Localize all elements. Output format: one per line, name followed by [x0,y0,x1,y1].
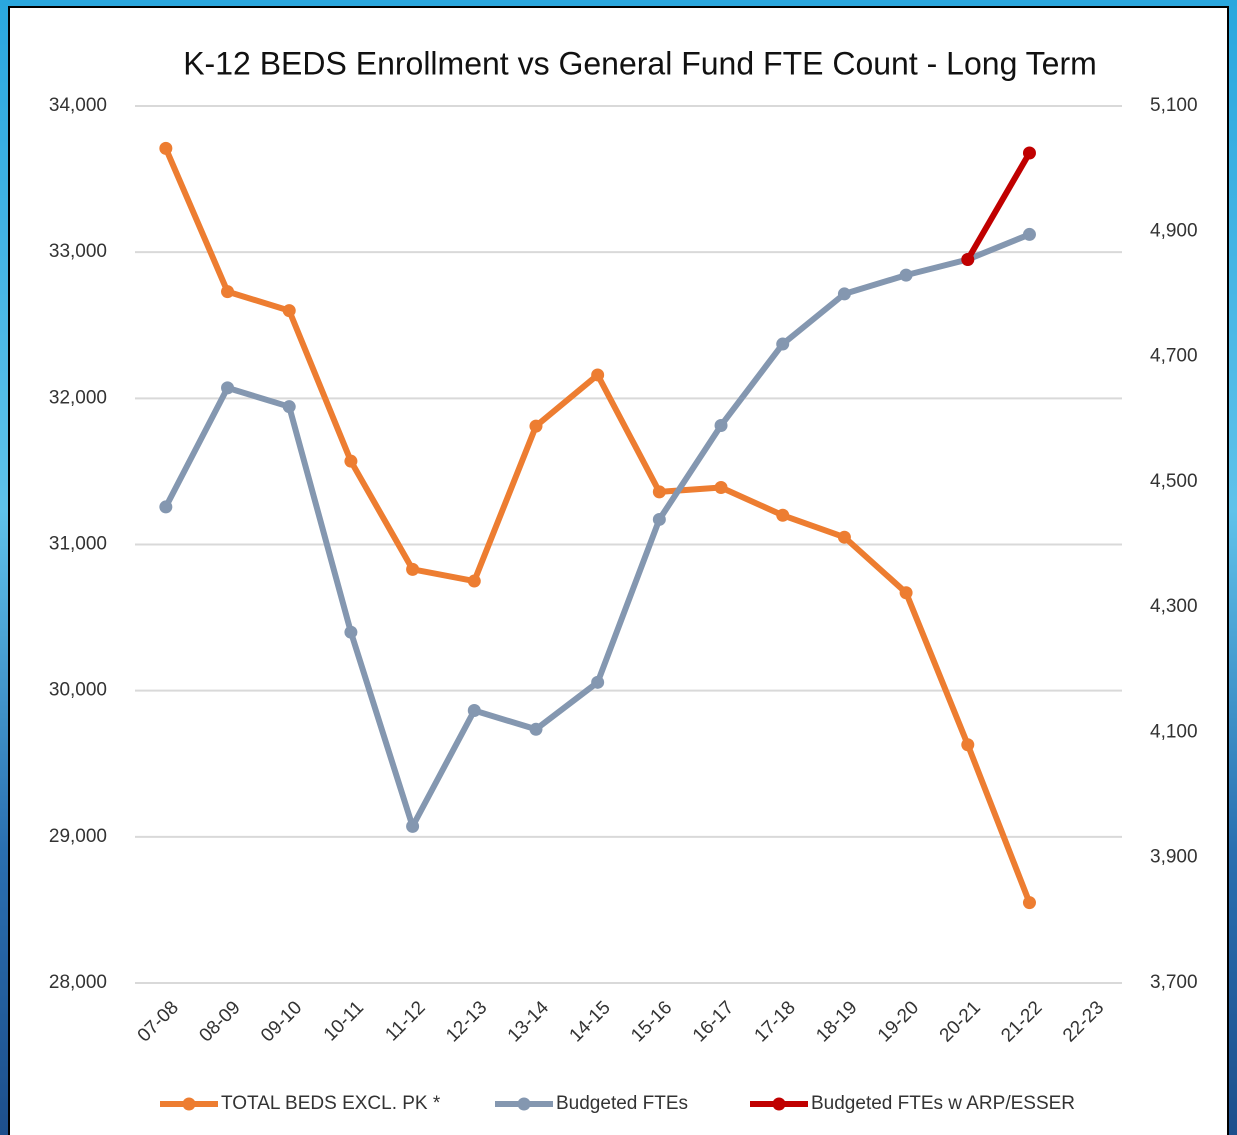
y-tick-label: 34,000 [49,95,107,116]
series-marker [1022,227,1036,241]
series-marker [776,508,790,522]
y2-tick-label: 4,700 [1150,346,1198,367]
legend-swatch-marker [182,1097,196,1111]
y2-tick-label: 3,900 [1150,847,1198,868]
chart-title: K-12 BEDS Enrollment vs General Fund FTE… [183,45,1097,81]
series-marker [652,485,666,499]
series-marker [159,141,173,155]
series-marker [714,480,728,494]
y-tick-label: 28,000 [49,972,107,993]
legend-swatch-marker [772,1097,786,1111]
chart-panel [8,6,1229,1135]
series-marker [529,419,543,433]
legend-swatch-marker [517,1097,531,1111]
series-marker [899,586,913,600]
y2-tick-label: 4,100 [1150,721,1198,742]
series-marker [714,418,728,432]
y-tick-label: 30,000 [49,680,107,701]
series-line [965,151,1033,261]
series-marker [221,285,235,299]
series-marker [221,381,235,395]
series-marker [1022,146,1036,160]
series-marker [837,530,851,544]
series-marker [591,675,605,689]
series-marker [467,704,481,718]
y-tick-label: 33,000 [49,241,107,262]
series-marker [837,287,851,301]
y2-tick-label: 5,100 [1150,95,1198,116]
series-marker [282,304,296,318]
series-marker [344,625,358,639]
series-marker [529,722,543,736]
y2-tick-label: 4,500 [1150,471,1198,492]
series-marker [406,562,420,576]
series-marker [344,454,358,468]
legend-label: TOTAL BEDS EXCL. PK * [221,1093,441,1114]
y-tick-label: 29,000 [49,826,107,847]
series-marker [282,400,296,414]
legend-label: Budgeted FTEs [556,1093,688,1114]
series-marker [652,512,666,526]
y2-tick-label: 4,900 [1150,220,1198,241]
y-tick-label: 32,000 [49,387,107,408]
series-marker [591,368,605,382]
series-marker [961,252,975,266]
y2-tick-label: 3,700 [1150,972,1198,993]
series-marker [961,738,975,752]
series-marker [776,337,790,351]
series-marker [899,268,913,282]
series-marker [406,819,420,833]
y2-tick-label: 4,300 [1150,596,1198,617]
legend-label: Budgeted FTEs w ARP/ESSER [811,1093,1075,1114]
series-marker [159,500,173,514]
series-marker [467,574,481,588]
y-tick-label: 31,000 [49,534,107,555]
series-marker [1022,896,1036,910]
